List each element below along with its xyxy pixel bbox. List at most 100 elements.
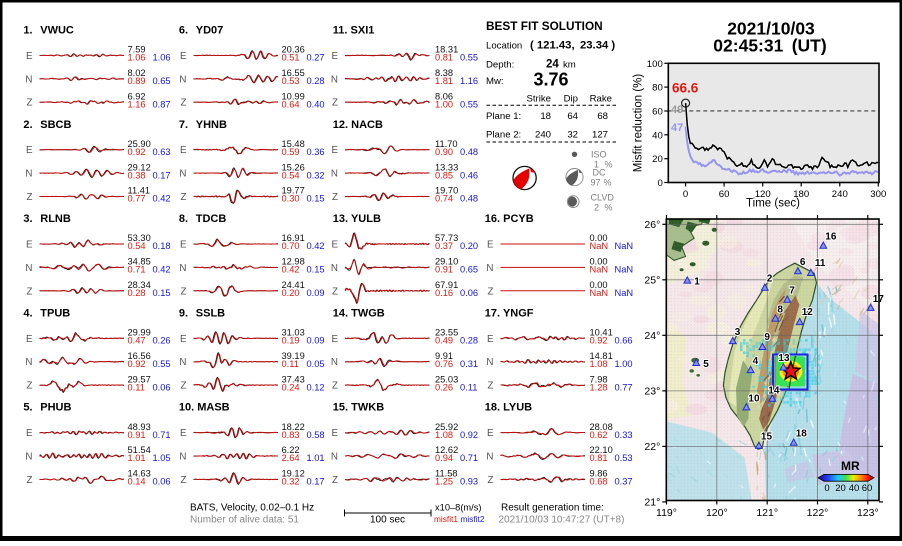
svg-text:300: 300 xyxy=(870,189,886,200)
svg-text:km: km xyxy=(563,60,576,71)
svg-text:10.41: 10.41 xyxy=(590,328,613,338)
svg-text:16. PCYB: 16. PCYB xyxy=(485,213,534,225)
svg-text:1: 1 xyxy=(694,277,700,288)
svg-text:18: 18 xyxy=(796,429,808,440)
svg-text:E: E xyxy=(26,145,33,156)
svg-text:11. SXI1: 11. SXI1 xyxy=(333,25,375,37)
svg-text:100 sec: 100 sec xyxy=(370,515,405,526)
svg-text:0.36: 0.36 xyxy=(307,147,325,157)
svg-text:0.91: 0.91 xyxy=(128,430,146,440)
svg-text:NaN: NaN xyxy=(590,265,609,275)
svg-text:127: 127 xyxy=(592,130,608,141)
svg-text:0.06: 0.06 xyxy=(153,477,171,487)
svg-text:0.55: 0.55 xyxy=(460,99,478,109)
svg-text:E: E xyxy=(26,428,33,439)
svg-text:9. SSLB: 9. SSLB xyxy=(179,307,225,319)
svg-text:57.73: 57.73 xyxy=(435,233,458,243)
svg-text:4: 4 xyxy=(753,356,759,367)
svg-text:Strike: Strike xyxy=(526,94,551,105)
svg-text:misfit2: misfit2 xyxy=(461,514,485,524)
svg-text:0.93: 0.93 xyxy=(460,477,478,487)
svg-text:Dip: Dip xyxy=(564,94,578,105)
svg-text:Depth:: Depth: xyxy=(486,60,514,71)
svg-text:0: 0 xyxy=(824,483,829,494)
svg-text:40: 40 xyxy=(652,130,663,141)
svg-text:18: 18 xyxy=(540,111,551,122)
svg-text:N: N xyxy=(179,357,186,368)
svg-text:0.55: 0.55 xyxy=(153,359,171,369)
svg-text:28.08: 28.08 xyxy=(590,422,613,432)
svg-text:0.20: 0.20 xyxy=(282,288,300,298)
svg-text:0.58: 0.58 xyxy=(307,430,325,440)
svg-text:119°: 119° xyxy=(656,507,677,519)
svg-text:39.19: 39.19 xyxy=(282,351,305,361)
svg-text:Z: Z xyxy=(181,286,187,297)
svg-text:12.98: 12.98 xyxy=(282,257,305,267)
svg-text:N: N xyxy=(25,169,32,180)
svg-text:1.28: 1.28 xyxy=(590,382,608,392)
svg-text:64: 64 xyxy=(567,111,578,122)
svg-text:66.6: 66.6 xyxy=(672,81,699,96)
svg-text:0.06: 0.06 xyxy=(153,382,171,392)
svg-text:24: 24 xyxy=(546,59,559,71)
svg-text:0.89: 0.89 xyxy=(128,76,146,86)
svg-text:E: E xyxy=(487,428,494,439)
svg-text:0.81: 0.81 xyxy=(435,53,453,63)
svg-text:1.01: 1.01 xyxy=(307,453,325,463)
svg-text:7.59: 7.59 xyxy=(128,45,146,55)
svg-text:E: E xyxy=(487,334,494,345)
svg-text:N: N xyxy=(486,263,493,274)
svg-text:Z: Z xyxy=(181,475,187,486)
svg-text:2.64: 2.64 xyxy=(282,453,300,463)
svg-text:0.32: 0.32 xyxy=(282,477,300,487)
svg-text:0.42: 0.42 xyxy=(153,265,171,275)
svg-text:0.71: 0.71 xyxy=(153,430,171,440)
svg-text:0.11: 0.11 xyxy=(128,382,145,392)
svg-text:15. TWKB: 15. TWKB xyxy=(333,402,384,414)
svg-text:18.31: 18.31 xyxy=(435,45,458,55)
svg-text:0.15: 0.15 xyxy=(307,194,325,204)
svg-text:E: E xyxy=(26,51,33,62)
svg-text:11.70: 11.70 xyxy=(435,139,458,149)
svg-text:N: N xyxy=(25,263,32,274)
svg-text:18.22: 18.22 xyxy=(282,422,305,432)
svg-text:N: N xyxy=(331,169,338,180)
svg-text:0.92: 0.92 xyxy=(460,430,478,440)
svg-text:6.22: 6.22 xyxy=(282,445,300,455)
svg-text:0.77: 0.77 xyxy=(128,194,146,204)
svg-text:E: E xyxy=(331,240,338,251)
svg-text:Z: Z xyxy=(27,475,33,486)
svg-text:4. TPUB: 4. TPUB xyxy=(23,307,70,319)
svg-text:1.25: 1.25 xyxy=(435,477,453,487)
svg-text:29.99: 29.99 xyxy=(128,328,151,338)
svg-text:180: 180 xyxy=(793,189,809,200)
svg-text:10.99: 10.99 xyxy=(282,91,305,101)
svg-text:1.00: 1.00 xyxy=(615,359,633,369)
svg-text:10. MASB: 10. MASB xyxy=(179,402,230,414)
svg-text:34.85: 34.85 xyxy=(128,257,151,267)
svg-text:0.27: 0.27 xyxy=(307,53,325,63)
svg-text:0.16: 0.16 xyxy=(435,288,453,298)
svg-text:Mw:: Mw: xyxy=(486,76,504,87)
svg-text:E: E xyxy=(331,145,338,156)
svg-text:1.08: 1.08 xyxy=(435,430,453,440)
svg-text:Result generation time:: Result generation time: xyxy=(501,503,604,514)
svg-text:21°: 21° xyxy=(644,496,660,508)
svg-text:122°: 122° xyxy=(807,507,829,519)
svg-text:23°: 23° xyxy=(644,385,660,397)
svg-text:47: 47 xyxy=(671,122,683,134)
svg-text:25.92: 25.92 xyxy=(435,422,458,432)
svg-text:0.19: 0.19 xyxy=(282,336,300,346)
svg-text:0.28: 0.28 xyxy=(128,288,146,298)
svg-text:N: N xyxy=(179,452,186,463)
svg-text:0.68: 0.68 xyxy=(590,477,608,487)
svg-text:N: N xyxy=(486,452,493,463)
svg-text:37.43: 37.43 xyxy=(282,374,305,384)
svg-text:NaN: NaN xyxy=(590,288,609,298)
svg-text:0.51: 0.51 xyxy=(282,53,300,63)
svg-text:2: 2 xyxy=(767,274,773,285)
svg-text:0.00: 0.00 xyxy=(590,233,608,243)
svg-text:N: N xyxy=(25,74,32,85)
svg-text:31.03: 31.03 xyxy=(282,328,305,338)
svg-text:Z: Z xyxy=(181,192,187,203)
